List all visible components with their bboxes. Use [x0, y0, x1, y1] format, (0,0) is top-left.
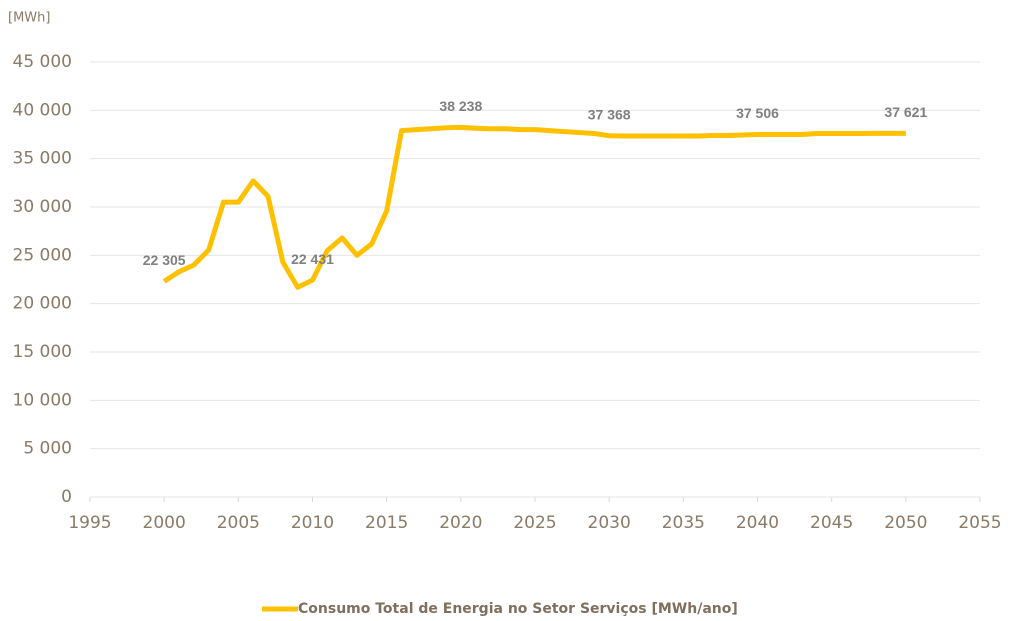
- y-tick-label: 0: [61, 487, 72, 507]
- y-tick-label: 45 000: [13, 52, 72, 72]
- x-tick-label: 2015: [365, 513, 408, 533]
- data-line: [162, 124, 906, 290]
- data-label: 22 431: [291, 251, 334, 267]
- y-tick-label: 5 000: [23, 439, 72, 459]
- x-tick-label: 2010: [291, 513, 334, 533]
- x-tick-label: 2035: [662, 513, 705, 533]
- x-tick-label: 2040: [736, 513, 779, 533]
- y-tick-label: 10 000: [13, 390, 72, 410]
- y-tick-label: 25 000: [13, 245, 72, 265]
- y-tick-label: 15 000: [13, 342, 72, 362]
- x-tick-label: 2000: [143, 513, 186, 533]
- data-label: 37 506: [736, 105, 779, 121]
- y-tick-label: 35 000: [13, 149, 72, 169]
- data-label: 37 368: [588, 106, 631, 122]
- x-tick-label: 2005: [217, 513, 260, 533]
- x-tick-label: 2020: [439, 513, 482, 533]
- y-tick-label: 20 000: [13, 294, 72, 314]
- x-tick-label: 2050: [884, 513, 927, 533]
- y-tick-label: 40 000: [13, 100, 72, 120]
- x-tick-label: 2025: [513, 513, 556, 533]
- x-tick-label: 2030: [588, 513, 631, 533]
- data-label: 38 238: [439, 98, 482, 114]
- y-unit: [MWh]: [8, 11, 50, 26]
- y-tick-label: 30 000: [13, 197, 72, 217]
- x-tick-label: 2045: [810, 513, 853, 533]
- legend-label: Consumo Total de Energia no Setor Serviç…: [298, 601, 738, 617]
- x-tick-label: 1995: [68, 513, 111, 533]
- data-label: 22 305: [143, 252, 186, 268]
- data-label: 37 621: [884, 104, 927, 120]
- x-tick-label: 2055: [958, 513, 1001, 533]
